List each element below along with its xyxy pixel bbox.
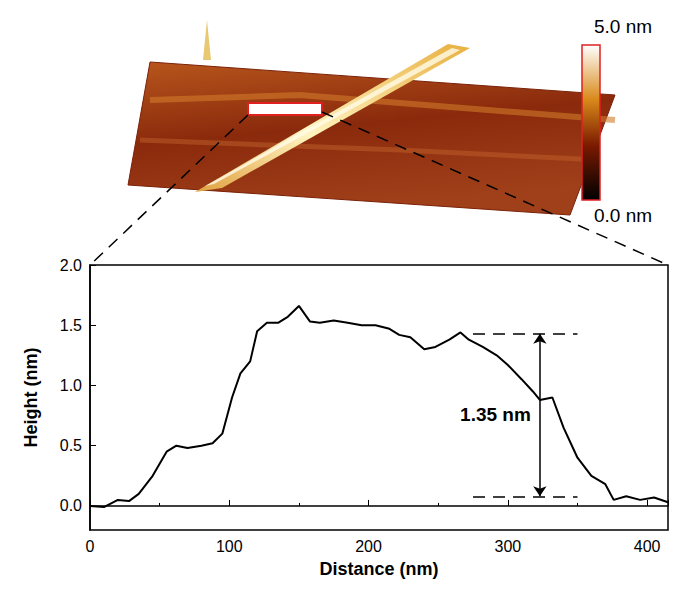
- svg-text:0.5: 0.5: [60, 437, 82, 454]
- svg-text:100: 100: [216, 538, 243, 555]
- svg-text:Distance (nm): Distance (nm): [319, 559, 438, 579]
- svg-text:400: 400: [634, 538, 661, 555]
- svg-text:1.35 nm: 1.35 nm: [460, 404, 531, 425]
- svg-text:1.0: 1.0: [60, 377, 82, 394]
- svg-text:2.0: 2.0: [60, 257, 82, 274]
- svg-text:0.0: 0.0: [60, 497, 82, 514]
- svg-text:300: 300: [494, 538, 521, 555]
- svg-text:200: 200: [355, 538, 382, 555]
- svg-text:0: 0: [86, 538, 95, 555]
- svg-text:Height (nm): Height (nm): [21, 348, 41, 448]
- svg-text:5.0 nm: 5.0 nm: [594, 16, 652, 37]
- svg-text:0.0 nm: 0.0 nm: [594, 205, 652, 226]
- svg-text:1.5: 1.5: [60, 317, 82, 334]
